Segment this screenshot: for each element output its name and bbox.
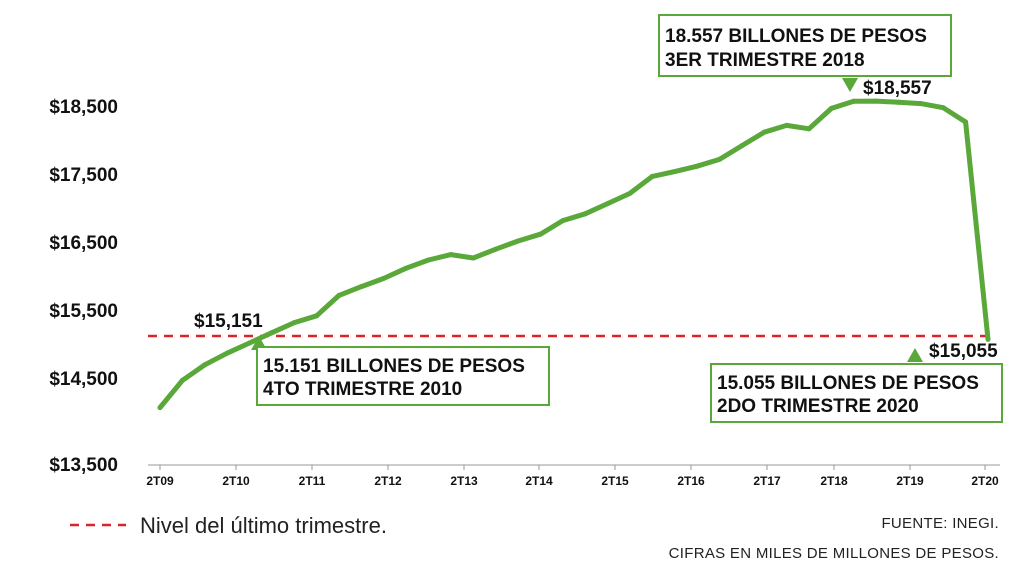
data-point [426, 257, 431, 263]
data-point [806, 126, 812, 132]
annotation-box-2020 [710, 363, 1003, 423]
value-label-18557: $18,557 [863, 78, 932, 99]
data-point [784, 122, 790, 128]
x-tick-label: 2T20 [971, 474, 999, 488]
marker-triangle-down [842, 78, 858, 92]
data-point [873, 98, 879, 104]
data-point [627, 190, 633, 196]
data-point [224, 350, 230, 356]
data-point [851, 98, 857, 104]
data-point [896, 99, 901, 105]
x-tick-label: 2T10 [222, 474, 250, 488]
data-point [336, 292, 342, 298]
y-tick-label: $13,500 [49, 455, 118, 476]
x-axis-tick-marks [159, 465, 986, 470]
marker-triangle-up [907, 348, 923, 362]
data-point [717, 156, 722, 162]
data-point [672, 169, 678, 175]
annotation-box-2010 [256, 346, 550, 406]
data-point [649, 173, 655, 179]
data-point [358, 284, 364, 290]
x-tick-label: 2T09 [146, 474, 174, 488]
x-tick-label: 2T18 [820, 474, 848, 488]
data-point [918, 101, 924, 107]
data-point [739, 143, 745, 149]
y-tick-label: $15,500 [49, 301, 118, 322]
x-tick-label: 2T19 [896, 474, 924, 488]
x-tick-label: 2T17 [753, 474, 781, 488]
annotation-line: 18.557 BILLONES DE PESOS [665, 26, 927, 47]
data-point [761, 129, 767, 135]
annotation-box-2018 [658, 14, 952, 77]
annotation-line: 15.151 BILLONES DE PESOS [263, 356, 525, 377]
data-point [828, 105, 834, 111]
data-point [448, 252, 454, 258]
source-note: FUENTE: INEGI. [881, 515, 999, 532]
x-axis-ticks: 2T09 2T10 2T11 2T12 2T13 2T14 2T15 2T16 … [146, 474, 999, 488]
data-point [314, 313, 320, 319]
data-point [269, 330, 275, 336]
data-point [560, 218, 566, 224]
x-tick-label: 2T12 [374, 474, 402, 488]
series-line [157, 98, 991, 411]
data-point [985, 336, 991, 342]
data-point [605, 201, 611, 207]
data-point [470, 255, 476, 261]
value-label-15151: $15,151 [194, 311, 263, 332]
data-point [157, 405, 163, 411]
data-point [940, 105, 946, 111]
data-point [537, 231, 543, 237]
data-point [963, 119, 969, 125]
data-point [582, 211, 588, 217]
x-tick-label: 2T16 [677, 474, 705, 488]
data-point [515, 238, 521, 244]
data-point [247, 340, 252, 346]
annotation-line: 2DO TRIMESTRE 2020 [717, 396, 919, 417]
x-tick-label: 2T15 [601, 474, 629, 488]
y-tick-label: $18,500 [49, 97, 118, 118]
value-label-15055: $15,055 [929, 341, 998, 362]
units-note: CIFRAS EN MILES DE MILLONES DE PESOS. [669, 545, 999, 562]
legend-label: Nivel del último trimestre. [140, 513, 387, 538]
data-point [291, 320, 297, 326]
annotation-line: 4TO TRIMESTRE 2010 [263, 379, 462, 400]
x-tick-label: 2T14 [525, 474, 553, 488]
data-point [179, 377, 185, 383]
data-point [403, 265, 409, 271]
x-tick-label: 2T11 [299, 474, 326, 488]
y-tick-label: $14,500 [49, 369, 118, 390]
y-tick-label: $16,500 [49, 233, 118, 254]
data-point [694, 163, 700, 169]
y-axis-ticks: $18,500 $17,500 $16,500 $15,500 $14,500 … [49, 97, 118, 476]
data-point [202, 362, 208, 368]
y-tick-label: $17,500 [49, 165, 118, 186]
annotation-line: 3ER TRIMESTRE 2018 [665, 50, 865, 71]
series-points [157, 98, 991, 411]
data-point [493, 246, 499, 252]
annotation-line: 15.055 BILLONES DE PESOS [717, 373, 979, 394]
x-tick-label: 2T13 [450, 474, 478, 488]
data-point [381, 275, 387, 281]
